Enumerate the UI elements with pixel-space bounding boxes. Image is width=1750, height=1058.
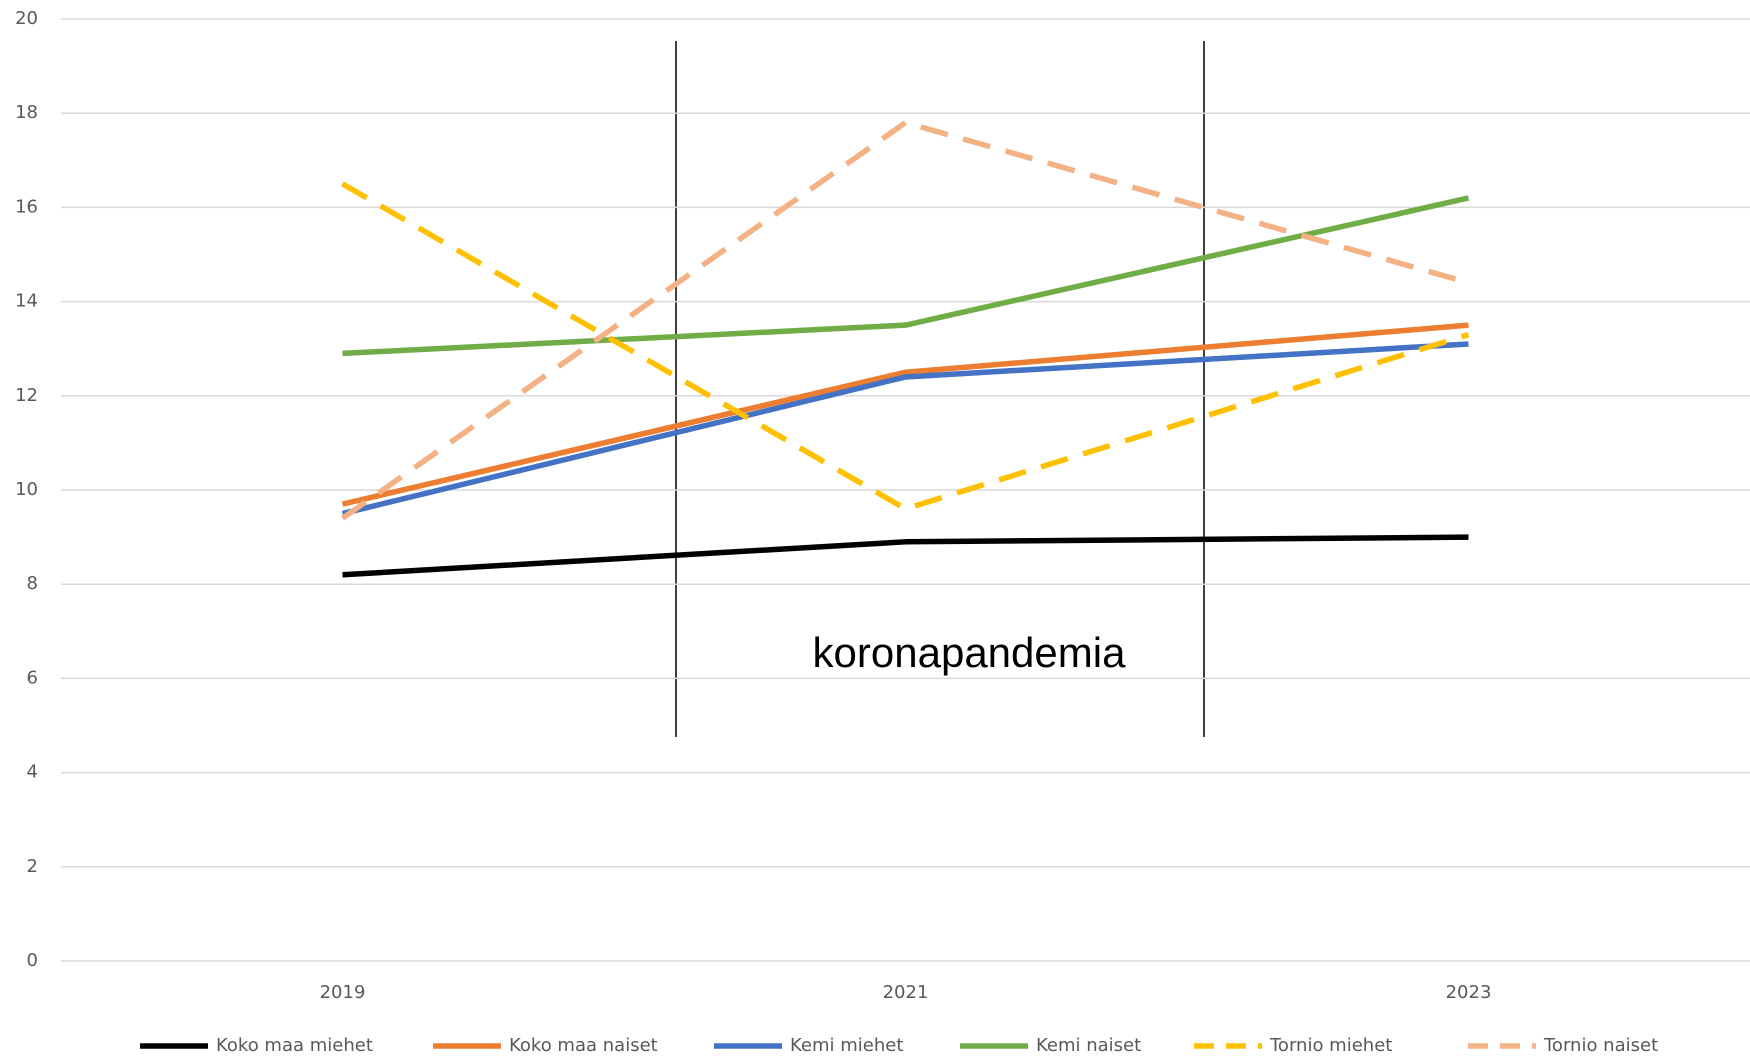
y-tick-label: 2 [27, 856, 38, 877]
series-line [340, 119, 1470, 521]
y-tick-label: 16 [15, 196, 38, 217]
annotation: koronapandemia [813, 629, 1127, 676]
series-line [342, 195, 1470, 357]
y-tick-label: 6 [27, 667, 38, 688]
series-line [342, 534, 1469, 578]
legend-label: Koko maa miehet [216, 1035, 373, 1056]
y-tick-label: 0 [27, 950, 38, 971]
y-tick-label: 4 [27, 762, 38, 783]
y-tick-label: 12 [15, 385, 38, 406]
legend-label: Kemi naiset [1036, 1035, 1141, 1056]
series-line [341, 322, 1469, 507]
series-line [341, 341, 1469, 517]
y-tick-label: 18 [15, 102, 38, 123]
x-tick-label: 2021 [883, 982, 929, 1003]
y-tick-label: 10 [15, 479, 38, 500]
y-tick-label: 20 [15, 8, 38, 29]
x-tick-label: 2023 [1446, 982, 1492, 1003]
legend-label: Tornio miehet [1269, 1035, 1392, 1056]
legend-label: Tornio naiset [1543, 1035, 1658, 1056]
legend-label: Kemi miehet [790, 1035, 903, 1056]
x-tick-label: 2019 [320, 982, 366, 1003]
y-tick-label: 14 [15, 291, 38, 312]
legend-label: Koko maa naiset [509, 1035, 658, 1056]
y-tick-label: 8 [27, 573, 38, 594]
